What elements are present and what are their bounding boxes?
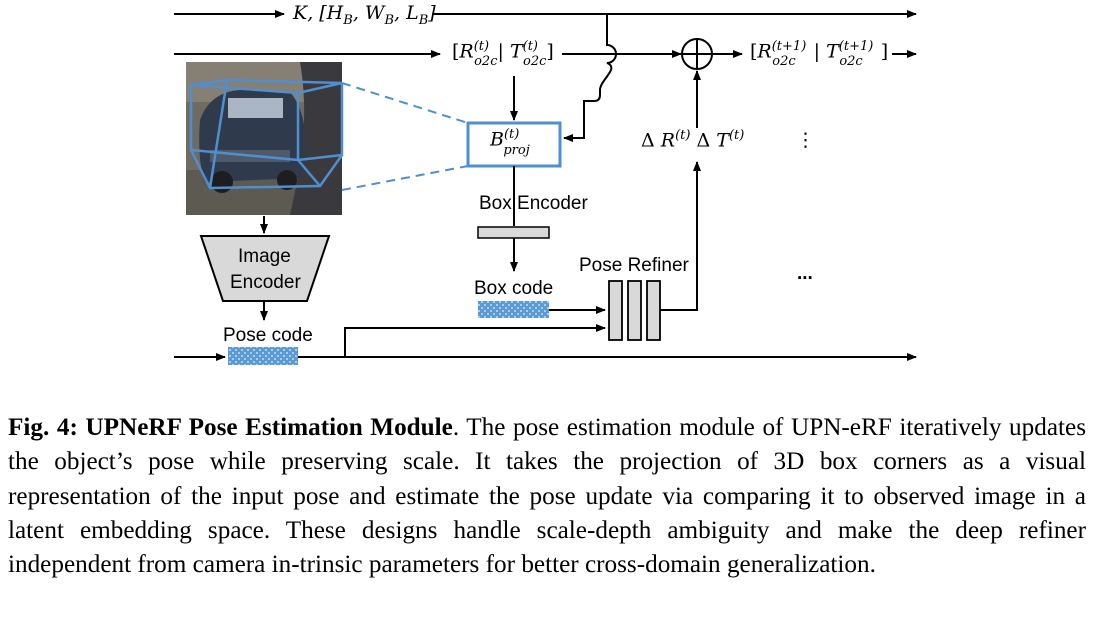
intrinsics-label: K, [HB, WB, LB]: [293, 2, 436, 28]
pose-estimation-diagram: K, [HB, WB, LB] [R(t)o2c| T(t)o2c] [R(t+…: [174, 2, 917, 365]
intrinsics-to-bproj-arrow: [563, 14, 617, 142]
image-encoder-shape: [199, 235, 331, 302]
box-encoder-shape: [477, 226, 550, 239]
image-encoder-label-line2: Encoder: [230, 272, 301, 293]
pose-t-label: [R(t)o2c| T(t)o2c]: [452, 39, 554, 70]
caption-title: UPNeRF Pose Estimation Module: [85, 414, 453, 441]
image-encoder-label-line1: Image: [238, 246, 291, 267]
projection-line-top: [341, 82, 469, 124]
car-image-crop: [186, 62, 344, 215]
caption-label: Fig. 4:: [8, 414, 78, 441]
box-encoder-label: Box Encoder: [479, 193, 588, 214]
box-code-label: Box code: [474, 278, 554, 299]
delta-label: Δ R(t) Δ T(t): [641, 128, 745, 152]
diagram-canvas: [174, 10, 917, 365]
vertical-ellipsis: ⋮: [796, 130, 815, 151]
pose-t1-label: [R(t+1)o2c | T(t+1)o2c]: [750, 39, 889, 70]
bproj-label: B(t)proj: [490, 127, 530, 159]
box-code-bar: [478, 301, 549, 318]
refiner-to-delta-arrow: [660, 161, 701, 311]
pose-refiner-label: Pose Refiner: [579, 255, 689, 276]
pose-code-bar: [228, 347, 298, 365]
caption-body: . The pose estimation module of UPN-eRF …: [8, 414, 1086, 579]
posecode-to-refiner-arrow: [344, 324, 606, 357]
projection-line-bottom: [341, 165, 469, 191]
figure-caption: Fig. 4: UPNeRF Pose Estimation Module. T…: [8, 411, 1086, 582]
pose-code-label: Pose code: [223, 325, 313, 346]
pose-refiner-shape: [608, 280, 661, 341]
horizontal-ellipsis: ...: [797, 263, 813, 284]
